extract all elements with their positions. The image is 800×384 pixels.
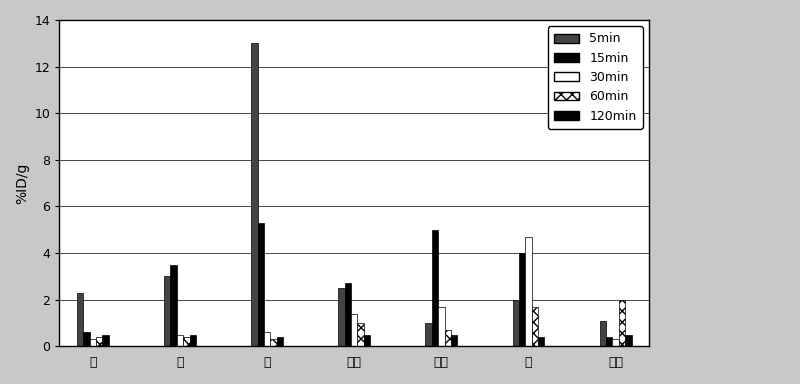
Bar [338, 288, 345, 346]
Legend: 5min, 15min, 30min, 60min, 120min: 5min, 15min, 30min, 60min, 120min [548, 26, 642, 129]
Bar [277, 337, 283, 346]
Bar [170, 265, 177, 346]
Bar [438, 307, 445, 346]
Bar [96, 337, 102, 346]
Bar [606, 337, 613, 346]
Bar [625, 334, 631, 346]
Bar [345, 283, 351, 346]
Bar [538, 337, 545, 346]
Bar [251, 43, 258, 346]
Bar [618, 300, 625, 346]
Bar [177, 334, 183, 346]
Bar [613, 339, 618, 346]
Bar [190, 334, 196, 346]
Bar [445, 330, 451, 346]
Bar [270, 339, 277, 346]
Bar [519, 253, 526, 346]
Bar [90, 339, 96, 346]
Bar [351, 314, 358, 346]
Bar [102, 334, 109, 346]
Bar [77, 293, 83, 346]
Bar [451, 334, 458, 346]
Bar [258, 223, 264, 346]
Bar [513, 300, 519, 346]
Bar [600, 321, 606, 346]
Bar [164, 276, 170, 346]
Bar [532, 307, 538, 346]
Bar [358, 323, 364, 346]
Bar [183, 337, 190, 346]
Bar [264, 332, 270, 346]
Bar [526, 237, 532, 346]
Bar [364, 334, 370, 346]
Bar [83, 332, 90, 346]
Bar [432, 230, 438, 346]
Bar [426, 323, 432, 346]
Y-axis label: %ID/g: %ID/g [15, 162, 29, 204]
